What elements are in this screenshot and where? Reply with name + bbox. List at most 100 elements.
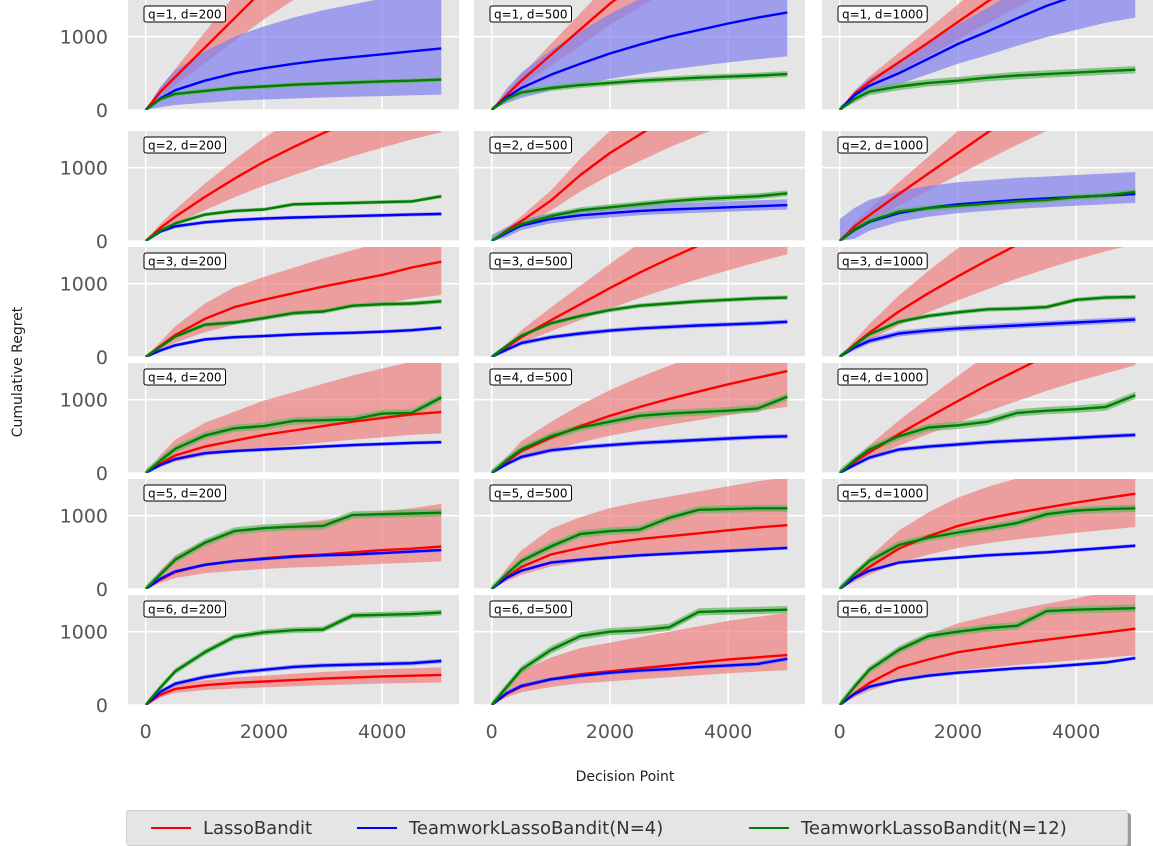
panel-label-box: q=4, d=500	[489, 368, 572, 386]
panel-label: q=3, d=200	[148, 255, 222, 269]
panel-label: q=2, d=1000	[842, 139, 923, 153]
panel-label-frame	[143, 252, 226, 270]
band-teamworklassobandit-n-12	[145, 299, 442, 357]
panel-q-6-d-1000: q=6, d=1000	[822, 595, 1153, 706]
y-tick-label: 1000	[60, 158, 108, 180]
panel-label-frame	[143, 484, 226, 502]
panel-q-6-d-200: q=6, d=200	[128, 595, 459, 706]
x-axis-label: Decision Point	[576, 769, 675, 785]
line-teamworklassobandit-n-12	[838, 68, 1136, 110]
panel-q-2-d-200: q=2, d=200	[128, 131, 459, 242]
y-tick-label: 1000	[60, 390, 108, 412]
band-teamworklassobandit-n-12	[145, 609, 442, 705]
line-teamworklassobandit-n-4	[839, 318, 1136, 357]
panel-q-3-d-500: q=3, d=500	[474, 247, 805, 358]
panel-q-5-d-500: q=5, d=500	[474, 479, 805, 590]
line-lassobandit	[145, 673, 442, 705]
panel-label-frame	[143, 600, 226, 618]
panel-label-box: q=5, d=500	[489, 484, 572, 502]
panel-q-3-d-1000: q=3, d=1000	[822, 247, 1153, 358]
panel-label-box: q=2, d=200	[143, 136, 226, 154]
line-teamworklassobandit-n-12	[144, 78, 442, 110]
panel-label-frame	[837, 252, 928, 270]
x-tick-label: 2000	[586, 721, 634, 743]
panel-label: q=6, d=500	[494, 603, 568, 617]
x-tick-labels: 0 2000 4000 0 2000 4000 0 2000 4000	[140, 721, 1101, 743]
line-lassobandit	[145, 410, 442, 473]
line-lassobandit	[490, 369, 788, 473]
line-teamworklassobandit-n-4	[491, 203, 788, 241]
band-lassobandit	[491, 247, 788, 357]
panel-q-2-d-500: q=2, d=500	[474, 131, 805, 242]
panel-label-box: q=2, d=1000	[837, 136, 928, 154]
x-tick-label: 0	[834, 721, 846, 743]
line-teamworklassobandit-n-12	[490, 72, 788, 110]
panel-label-frame	[489, 252, 572, 270]
line-teamworklassobandit-n-4	[491, 435, 788, 473]
panel-q-3-d-200: q=3, d=200	[128, 247, 459, 358]
line-lassobandit	[838, 363, 1035, 473]
y-axis-label: Cumulative Regret	[10, 306, 26, 437]
panel-label: q=2, d=200	[148, 139, 222, 153]
panel-label: q=4, d=1000	[842, 371, 923, 385]
legend-label-teamwork-n4: TeamworkLassoBandit(N=4)	[409, 817, 664, 839]
band-lassobandit	[839, 247, 1124, 357]
panel-label-box: q=3, d=1000	[837, 252, 928, 270]
panel-label-box: q=5, d=200	[143, 484, 226, 502]
x-tick-label: 0	[486, 721, 498, 743]
line-teamworklassobandit-n-4	[839, 433, 1136, 473]
line-teamworklassobandit-n-4	[145, 212, 442, 241]
line-teamworklassobandit-n-4	[145, 441, 442, 473]
panel-label-frame	[837, 484, 928, 502]
band-lassobandit	[145, 247, 442, 357]
line-lassobandit	[838, 627, 1136, 705]
line-teamworklassobandit-n-12	[144, 511, 442, 589]
y-tick-label: 0	[96, 347, 108, 369]
panel-label-box: q=6, d=500	[489, 600, 572, 618]
band-teamworklassobandit-n-12	[839, 188, 1136, 241]
panel-label-frame	[143, 5, 226, 23]
panels-layer: q=1, d=200 q=1, d=500 q=1, d=1000 q=2, d=20…	[128, 0, 1153, 706]
band-lassobandit	[145, 131, 442, 241]
band-teamworklassobandit-n-12	[145, 509, 442, 589]
legend-swatch-teamwork-n12	[749, 827, 789, 829]
band-teamworklassobandit-n-12	[145, 393, 442, 473]
y-tick-label: 0	[96, 100, 108, 122]
x-tick-label: 2000	[240, 721, 288, 743]
line-lassobandit	[144, 131, 331, 241]
line-lassobandit	[144, 0, 255, 110]
panel-q-1-d-500: q=1, d=500	[474, 0, 805, 111]
panel-q-2-d-1000: q=2, d=1000	[822, 131, 1153, 242]
panel-label: q=1, d=500	[494, 8, 568, 22]
line-teamworklassobandit-n-12	[490, 507, 788, 589]
line-lassobandit	[490, 524, 788, 589]
band-teamworklassobandit-n-12	[839, 604, 1136, 705]
line-teamworklassobandit-n-4	[838, 0, 1068, 110]
y-tick-labels: 0 1000 0 1000 0 1000 0 1000 0 1000 0 1000	[60, 27, 108, 717]
panel-q-4-d-500: q=4, d=500	[474, 363, 805, 474]
line-lassobandit	[491, 247, 699, 357]
band-teamworklassobandit-n-4	[145, 325, 442, 357]
panel-label-box: q=3, d=500	[489, 252, 572, 270]
line-teamworklassobandit-n-4	[144, 47, 442, 110]
y-tick-label: 0	[96, 579, 108, 601]
x-tick-label: 4000	[704, 721, 752, 743]
line-teamworklassobandit-n-4	[838, 544, 1136, 589]
panel-label: q=5, d=500	[494, 487, 568, 501]
panel-label-box: q=2, d=500	[489, 136, 572, 154]
line-teamworklassobandit-n-12	[144, 611, 442, 705]
band-teamworklassobandit-n-4	[839, 172, 1136, 241]
panel-label-frame	[489, 368, 572, 386]
line-teamworklassobandit-n-4	[144, 659, 442, 705]
y-tick-label: 1000	[60, 27, 108, 49]
panel-q-1-d-200: q=1, d=200	[128, 0, 459, 111]
panel-label: q=5, d=1000	[842, 487, 923, 501]
line-teamworklassobandit-n-12	[838, 394, 1136, 473]
line-teamworklassobandit-n-4	[490, 657, 788, 705]
panel-label-box: q=3, d=200	[143, 252, 226, 270]
y-tick-label: 0	[96, 463, 108, 485]
x-tick-label: 0	[140, 721, 152, 743]
band-teamworklassobandit-n-12	[839, 504, 1136, 589]
panel-label-frame	[143, 136, 226, 154]
